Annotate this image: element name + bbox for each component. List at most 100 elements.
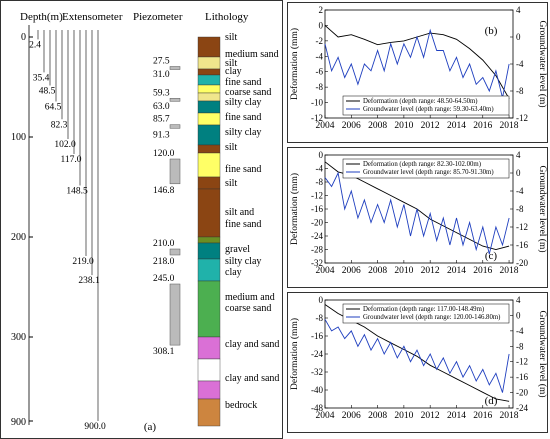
y2-tick-label: -16 bbox=[516, 240, 528, 250]
y2-tick-label: -8 bbox=[516, 86, 524, 96]
lithology-layer bbox=[197, 380, 221, 400]
lithology-label: fine sand bbox=[225, 112, 261, 123]
lithology-layer bbox=[197, 152, 221, 178]
x-tick-label: 2010 bbox=[394, 121, 413, 131]
legend-entry: Groundwater level (depth range: 85.70-91… bbox=[363, 169, 494, 176]
depth-header: Depth(m) bbox=[20, 11, 63, 23]
depth-tick-label: 0 bbox=[21, 32, 26, 43]
y-axis-label: Deformation (mm) bbox=[289, 28, 300, 100]
lithology-layer bbox=[197, 188, 221, 238]
lithology-layer bbox=[197, 258, 221, 282]
x-tick-label: 2004 bbox=[316, 411, 335, 421]
extensometer-depth-label: 48.5 bbox=[39, 87, 56, 97]
lithology-label: silty clay bbox=[225, 256, 261, 267]
extensometer-depth-label: 2.4 bbox=[29, 40, 41, 50]
lithology-label: silt bbox=[225, 142, 237, 153]
extensometer-depth-label: 148.5 bbox=[66, 187, 88, 197]
lithology-label: medium sand bbox=[225, 49, 279, 60]
lithology-layer bbox=[197, 358, 221, 382]
lithology-column: silt medium sand silt clay fine sand coarse s… bbox=[197, 32, 279, 427]
piezometer-screens: 27.5 31.0 59.3 63.0 85.7 91.3 120.0 146.8 210.0 2… bbox=[153, 57, 181, 357]
y2-axis-label: Groundwater level (m) bbox=[537, 310, 548, 397]
piezometer-screen bbox=[169, 158, 181, 185]
y2-tick-label: -4 bbox=[516, 59, 524, 69]
lithology-layer bbox=[197, 280, 221, 338]
lithology-layer bbox=[197, 144, 221, 154]
lithology-label: silty clay bbox=[225, 127, 261, 138]
extensometer-rods: 2.4 35.4 48.5 64.5 82.3 102.0 117.0 148.5 219.0 2… bbox=[29, 30, 106, 432]
lithology-layer bbox=[197, 56, 221, 70]
x-tick-label: 2014 bbox=[447, 266, 466, 276]
chart-panel-c: 2004 2006 2008 2010 2012 2014 2016 2018 -32 -28 -2… bbox=[287, 147, 548, 288]
y-tick-label: -40 bbox=[311, 385, 323, 395]
lithology-label: clay bbox=[225, 267, 242, 278]
piezometer-bottom-label: 91.3 bbox=[153, 130, 170, 140]
y-tick-label: 0 bbox=[319, 295, 324, 305]
y-tick-label: -2 bbox=[316, 36, 324, 46]
legend-box bbox=[342, 158, 510, 179]
chart-panel-b: 2004 2006 2008 2010 2012 2014 2016 2018-12-10-8… bbox=[287, 2, 548, 143]
x-tick-label: 2004 bbox=[316, 266, 335, 276]
lithology-label: bedrock bbox=[225, 400, 257, 411]
y2-tick-label: -20 bbox=[516, 388, 528, 398]
panel-label-a: (a) bbox=[144, 421, 157, 433]
y-tick-label: 0 bbox=[319, 150, 324, 160]
y-tick-label: -8 bbox=[316, 82, 324, 92]
x-tick-label: 2014 bbox=[447, 411, 466, 421]
y-axis-label: Deformation (mm) bbox=[289, 173, 300, 245]
y-tick-label: -4 bbox=[316, 51, 324, 61]
extensometer-depth-label: 35.4 bbox=[33, 73, 50, 83]
stratigraphy-figure: Depth(m) Extensometer Piezometer Litholo… bbox=[0, 0, 283, 439]
x-tick-label: 2018 bbox=[500, 266, 519, 276]
series-line-groundwater bbox=[324, 171, 510, 255]
x-tick-label: 2006 bbox=[342, 266, 361, 276]
extensometer-depth-label: 117.0 bbox=[60, 155, 81, 165]
y-tick-label: -16 bbox=[311, 331, 323, 341]
extensometer-header: Extensometer bbox=[62, 11, 123, 23]
x-tick-label: 2010 bbox=[394, 411, 413, 421]
piezometer-top-label: 210.0 bbox=[153, 239, 175, 249]
lithology-layer bbox=[197, 84, 221, 94]
piezometer-screen bbox=[169, 283, 181, 346]
panel-label: (b) bbox=[485, 25, 498, 37]
lithology-label: medium and bbox=[225, 292, 275, 303]
lithology-label: silt bbox=[225, 32, 237, 43]
piezometer-bottom-label: 146.8 bbox=[153, 186, 175, 196]
y2-tick-label: -4 bbox=[516, 326, 524, 336]
lithology-layer bbox=[197, 242, 221, 260]
y-tick-label: -32 bbox=[311, 258, 323, 268]
lithology-label: fine sand bbox=[225, 164, 261, 175]
lithology-label: coarse sand bbox=[225, 303, 271, 314]
x-tick-label: 2012 bbox=[421, 411, 440, 421]
x-tick-label: 2018 bbox=[500, 121, 519, 131]
x-tick-label: 2008 bbox=[368, 121, 387, 131]
lithology-label: silt and bbox=[225, 207, 254, 218]
y2-tick-label: -12 bbox=[516, 222, 528, 232]
x-tick-label: 2008 bbox=[368, 266, 387, 276]
panel-border bbox=[287, 2, 548, 143]
x-tick-label: 2010 bbox=[394, 266, 413, 276]
lithology-layer bbox=[197, 176, 221, 190]
lithology-label: fine sand bbox=[225, 219, 261, 230]
legend-entry: Groundwater level (depth range: 120.00-1… bbox=[363, 314, 500, 321]
extensometer-depth-label: 82.3 bbox=[51, 120, 68, 130]
y-tick-label: -12 bbox=[311, 113, 323, 123]
y-tick-label: -16 bbox=[311, 204, 323, 214]
piezometer-top-label: 27.5 bbox=[153, 57, 170, 67]
y-tick-label: -8 bbox=[316, 177, 324, 187]
y2-tick-label: 4 bbox=[516, 150, 521, 160]
x-tick-label: 2006 bbox=[342, 121, 361, 131]
piezometer-screen bbox=[169, 66, 181, 70]
x-tick-label: 2014 bbox=[447, 121, 466, 131]
y-tick-label: -28 bbox=[311, 245, 323, 255]
y2-tick-label: -4 bbox=[516, 186, 524, 196]
y2-tick-label: -12 bbox=[516, 113, 528, 123]
x-tick-label: 2008 bbox=[368, 411, 387, 421]
lithology-label: gravel bbox=[225, 244, 250, 255]
y2-tick-label: -8 bbox=[516, 204, 524, 214]
depth-tick-label: 200 bbox=[11, 232, 26, 243]
y-tick-label: -12 bbox=[311, 191, 323, 201]
y2-tick-label: -16 bbox=[516, 372, 528, 382]
legend-entry: Groundwater level (depth range: 59.30-63… bbox=[363, 106, 494, 113]
piezometer-top-label: 120.0 bbox=[153, 149, 175, 159]
